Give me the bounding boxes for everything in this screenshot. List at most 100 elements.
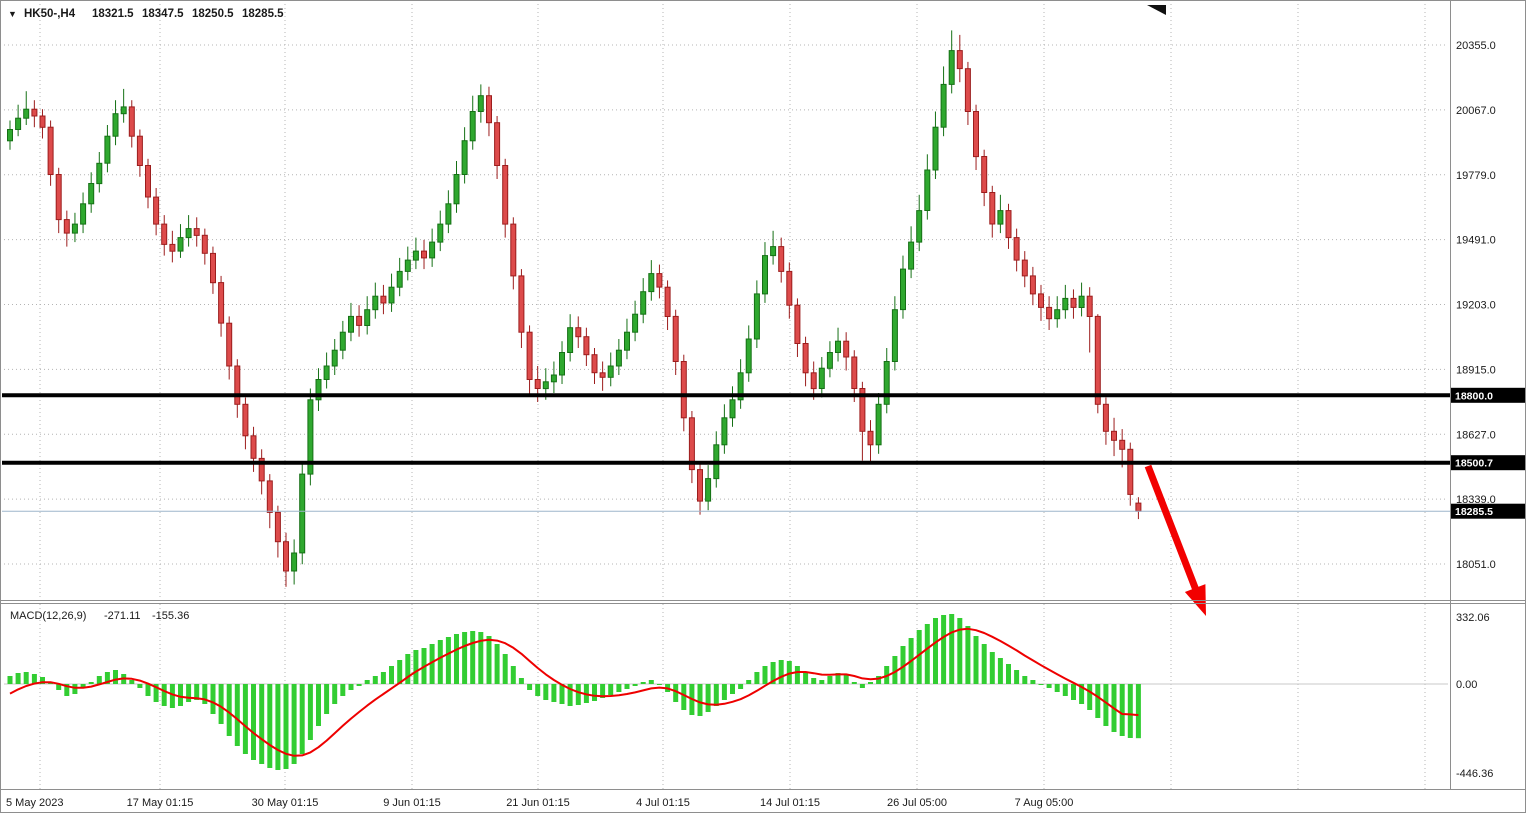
candle-down — [964, 68, 971, 112]
macd-histogram-bar — [251, 684, 256, 760]
candle-down — [169, 243, 176, 252]
price-axis[interactable]: 20355.0 20067.0 19779.0 19491.0 19203.0 18915… — [1456, 40, 1496, 571]
candle-down — [851, 356, 858, 389]
candle-down — [250, 435, 257, 459]
macd-histogram-bar — [80, 684, 86, 688]
level-lines-layer — [2, 393, 1450, 512]
candle-down — [193, 228, 200, 236]
macd-histogram-bar — [640, 682, 646, 684]
macd-histogram-bar — [551, 684, 557, 702]
candle-down — [234, 365, 241, 405]
macd-histogram-bar — [827, 676, 833, 684]
macd-histogram-bar — [1103, 684, 1109, 726]
macd-histogram-bar — [226, 684, 232, 736]
candle-up — [291, 552, 298, 572]
price-axis-label: 19203.0 — [1456, 300, 1496, 312]
candle-down — [161, 223, 168, 245]
macd-histogram-bar — [153, 684, 159, 702]
candle-down — [380, 295, 387, 304]
price-axis-label: 20067.0 — [1456, 105, 1496, 117]
candle-up — [632, 313, 639, 333]
macd-histogram-bar — [575, 684, 581, 705]
price-tag-support: 18500.7 — [1451, 455, 1525, 471]
candle-up — [875, 403, 882, 446]
macd-histogram-bar — [1030, 680, 1036, 684]
macd-histogram-bar — [600, 684, 606, 698]
macd-histogram-bar — [721, 684, 727, 700]
symbol-dropdown-icon[interactable]: ▼ — [8, 9, 17, 19]
macd-histogram-bar — [486, 636, 492, 684]
macd-histogram-bar — [778, 660, 784, 684]
candle-down — [1005, 210, 1012, 239]
candle-down — [599, 372, 606, 378]
candle-up — [453, 174, 460, 205]
candle-up — [307, 399, 314, 475]
price-tag-label: 18800.0 — [1455, 390, 1493, 402]
candle-up — [437, 223, 444, 243]
macd-signal-value: -155.36 — [152, 610, 189, 622]
quote-symbol: HK50-,H4 — [24, 8, 76, 20]
candle-down — [664, 286, 671, 318]
macd-histogram-bar — [494, 644, 500, 684]
candle-down — [47, 126, 54, 175]
macd-histogram-bar — [697, 684, 703, 716]
macd-histogram-bar — [372, 676, 378, 684]
candle-up — [826, 352, 833, 369]
candle-up — [567, 327, 574, 354]
macd-histogram-bar — [705, 684, 711, 712]
candle-up — [997, 210, 1004, 225]
macd-histogram-bar — [283, 684, 289, 769]
candle-up — [104, 135, 111, 164]
macd-histogram-bar — [989, 652, 995, 684]
quote-close: 18285.5 — [242, 8, 284, 20]
macd-histogram-bar — [462, 632, 468, 684]
macd-histogram-bar — [129, 680, 135, 684]
macd-histogram-bar — [713, 684, 719, 706]
candle-down — [1013, 237, 1020, 261]
candle-up — [1078, 295, 1085, 309]
candle-down — [981, 156, 988, 193]
candle-down — [1111, 430, 1117, 441]
candle-down — [136, 135, 143, 166]
macd-histogram-bar — [851, 682, 857, 684]
chart-shift-marker-icon[interactable] — [1147, 5, 1166, 15]
macd-panel[interactable] — [7, 614, 1141, 770]
candle-down — [218, 282, 225, 324]
candle-down — [258, 457, 265, 482]
macd-histogram-bar — [762, 666, 768, 684]
candle-down — [1021, 259, 1028, 277]
macd-histogram-bar — [957, 618, 963, 684]
candle-down — [534, 379, 541, 389]
candle-down — [486, 95, 492, 124]
macd-histogram-bar — [291, 684, 297, 764]
macd-histogram-bar — [916, 630, 922, 684]
candle-up — [924, 169, 931, 211]
macd-main-value: -271.11 — [104, 610, 141, 622]
macd-histogram-bar — [307, 684, 313, 740]
macd-axis[interactable]: 332.06 0.00 -446.36 — [1456, 612, 1493, 780]
macd-histogram-bar — [64, 684, 70, 696]
candle-down — [39, 115, 46, 128]
time-axis[interactable]: 5 May 2023 17 May 01:15 30 May 01:15 9 Jun … — [6, 797, 1073, 809]
candle-down — [575, 327, 582, 338]
candle-down — [1102, 403, 1109, 432]
macd-histogram-bar — [510, 666, 516, 684]
macd-histogram-bar — [56, 684, 62, 690]
macd-histogram-bar — [632, 684, 638, 686]
macd-histogram-bar — [811, 678, 817, 684]
macd-histogram-bar — [364, 680, 370, 684]
trend-arrow-line[interactable] — [1144, 464, 1202, 597]
macd-histogram-bar — [535, 684, 541, 696]
candle-up — [729, 399, 736, 419]
macd-histogram-bar — [356, 684, 362, 686]
candle-down — [1094, 315, 1101, 405]
candle-down — [867, 430, 874, 446]
candle-down — [794, 304, 801, 345]
price-tag-label: 18285.5 — [1455, 506, 1493, 518]
macd-label: MACD(12,26,9) -271.11 -155.36 — [10, 610, 189, 622]
price-tag-label: 18500.7 — [1455, 458, 1493, 470]
macd-histogram-bar — [616, 684, 622, 692]
candle-up — [185, 228, 192, 239]
